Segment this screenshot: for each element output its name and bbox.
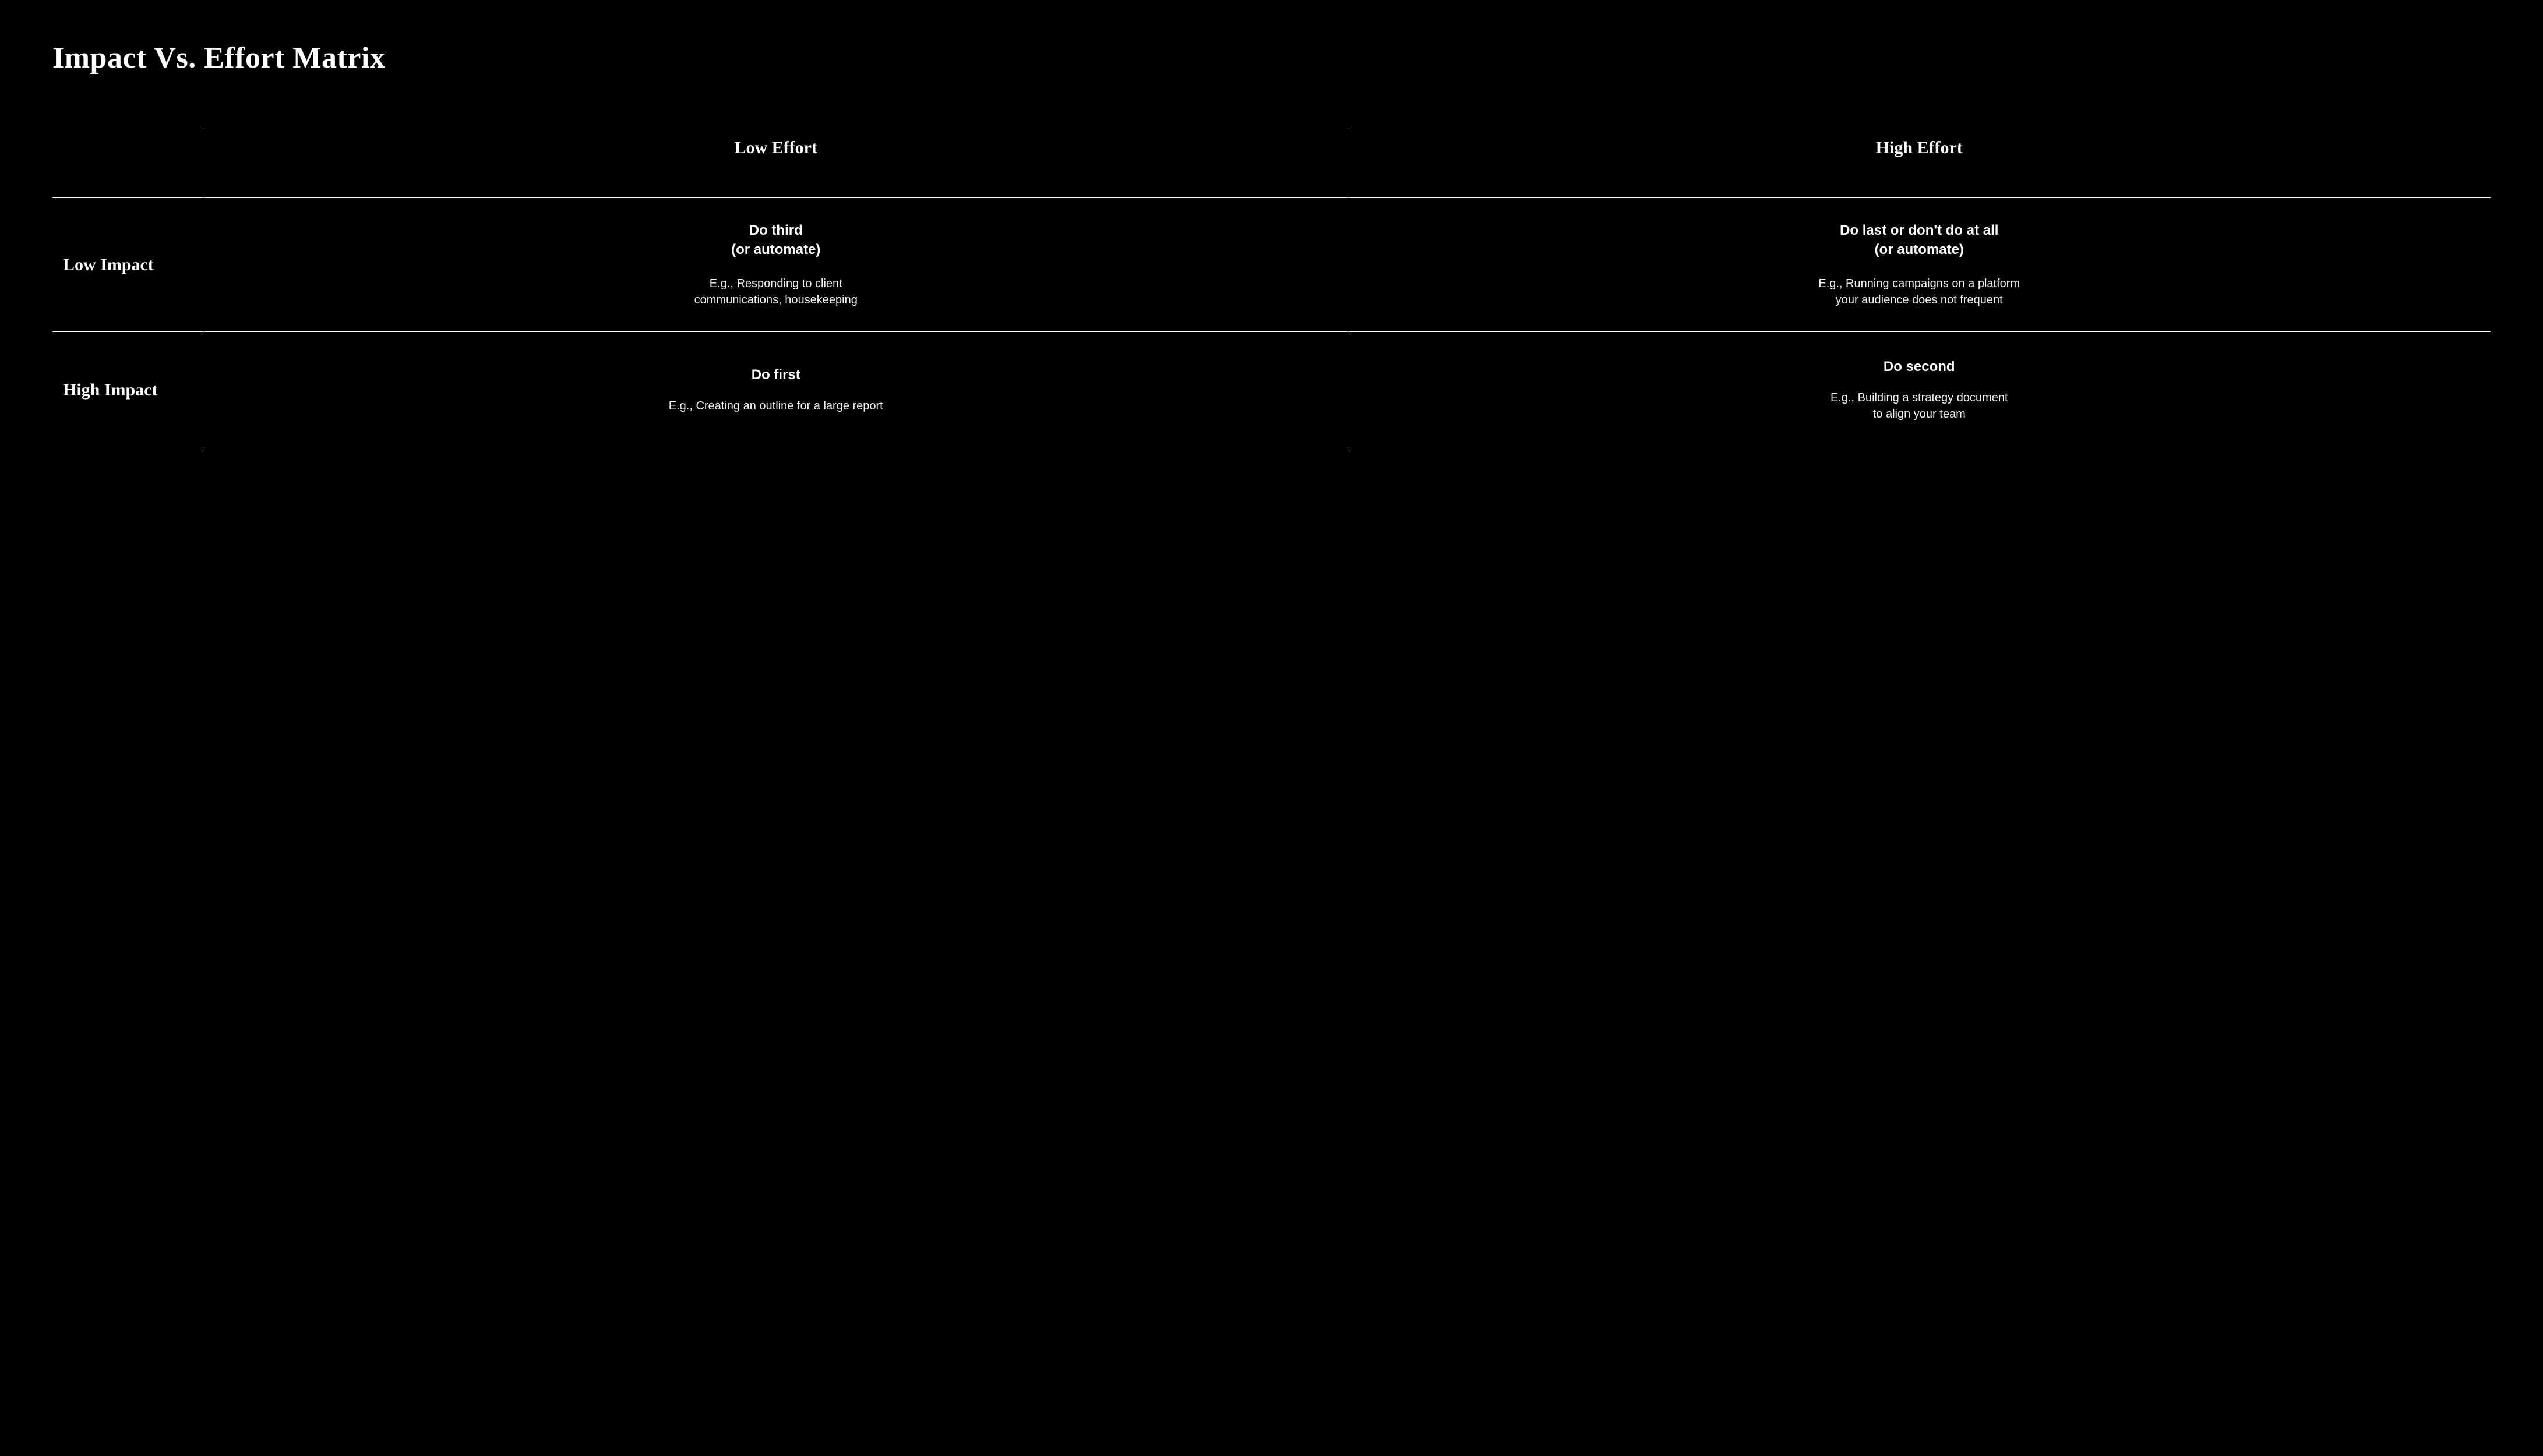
quadrant-example: E.g., Building a strategy document to al… xyxy=(1830,390,2008,422)
page-title: Impact Vs. Effort Matrix xyxy=(52,41,2491,75)
quadrant-example: E.g., Responding to client communication… xyxy=(694,275,858,308)
column-header-high-effort: High Effort xyxy=(1348,128,2491,197)
row-header-low-impact: Low Impact xyxy=(52,197,204,331)
slide: Impact Vs. Effort Matrix Low Effort High… xyxy=(0,0,2543,1456)
quadrant-heading: Do first xyxy=(752,366,800,384)
quadrant-low-impact-low-effort: Do third (or automate) E.g., Responding … xyxy=(204,197,1348,331)
impact-effort-matrix: Low Effort High Effort Low Impact Do thi… xyxy=(52,128,2491,448)
quadrant-high-impact-high-effort: Do second E.g., Building a strategy docu… xyxy=(1348,331,2491,448)
quadrant-example: E.g., Creating an outline for a large re… xyxy=(669,398,883,414)
matrix-corner-empty xyxy=(52,128,204,197)
quadrant-heading: Do second xyxy=(1884,358,1955,376)
quadrant-high-impact-low-effort: Do first E.g., Creating an outline for a… xyxy=(204,331,1348,448)
quadrant-heading: Do last or don't do at all (or automate) xyxy=(1840,221,1998,259)
quadrant-example: E.g., Running campaigns on a platform yo… xyxy=(1818,275,2020,308)
quadrant-low-impact-high-effort: Do last or don't do at all (or automate)… xyxy=(1348,197,2491,331)
row-header-high-impact: High Impact xyxy=(52,331,204,448)
quadrant-heading: Do third (or automate) xyxy=(731,221,820,259)
column-header-low-effort: Low Effort xyxy=(204,128,1348,197)
